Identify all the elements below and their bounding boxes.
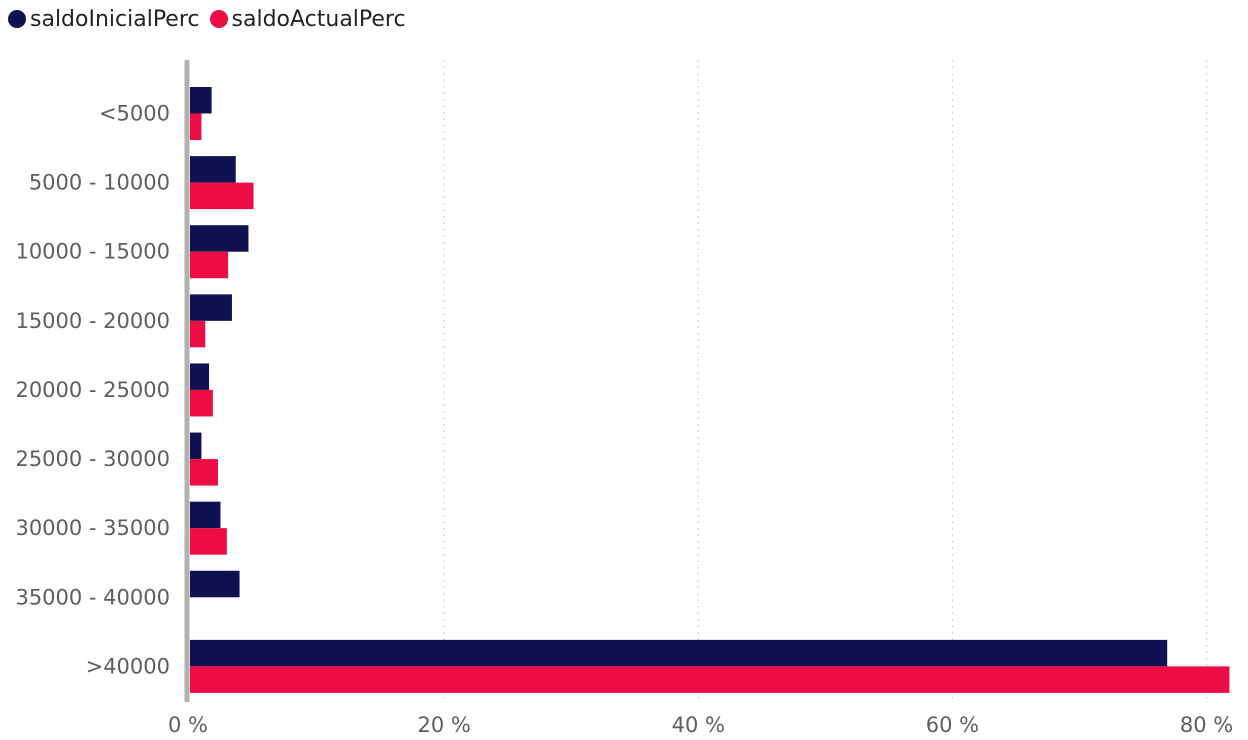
legend-label-saldo-actual: saldoActualPerc [231, 6, 406, 32]
bar-saldo-inicial-6 [190, 501, 221, 529]
legend-dot-saldo-actual-icon [209, 10, 228, 28]
bar-saldo-inicial-5 [190, 432, 202, 460]
legend-item-saldo-inicial[interactable]: saldoInicialPerc [8, 7, 200, 32]
bar-saldo-inicial-2 [190, 225, 249, 252]
category-label-1: 5000 - 10000 [29, 171, 170, 195]
legend-item-saldo-actual[interactable]: saldoActualPerc [209, 6, 406, 32]
category-label-0: <5000 [99, 102, 170, 126]
bar-saldo-inicial-0 [190, 87, 212, 114]
bar-saldo-actual-4 [190, 389, 213, 417]
category-label-5: 25000 - 30000 [15, 447, 170, 471]
bar-saldo-inicial-1 [190, 156, 236, 183]
bar-saldo-actual-8 [190, 666, 1230, 693]
bar-saldo-inicial-3 [190, 294, 232, 321]
category-label-4: 20000 - 25000 [15, 378, 170, 402]
bar-saldo-actual-6 [190, 528, 227, 555]
category-label-2: 10000 - 15000 [15, 240, 170, 264]
bar-saldo-inicial-4 [190, 363, 210, 390]
bar-saldo-actual-2 [190, 251, 229, 279]
x-tick-label-0: 0 % [168, 713, 208, 737]
category-label-7: 35000 - 40000 [15, 585, 170, 609]
bar-saldo-actual-1 [190, 182, 254, 210]
bar-saldo-actual-3 [190, 320, 206, 348]
bar-saldo-actual-5 [190, 459, 218, 486]
x-tick-label-40: 40 % [672, 713, 725, 737]
bar-saldo-inicial-8 [190, 639, 1168, 667]
x-tick-label-20: 20 % [417, 713, 470, 737]
x-tick-label-60: 60 % [926, 713, 979, 737]
bar-saldo-actual-0 [190, 113, 202, 140]
legend-label-saldo-inicial: saldoInicialPerc [30, 6, 200, 32]
category-label-6: 30000 - 35000 [15, 516, 170, 540]
x-tick-label-80: 80 % [1180, 713, 1233, 737]
category-label-8: >40000 [86, 654, 170, 678]
chart-legend: saldoInicialPerc saldoActualPerc [8, 4, 406, 34]
bar-saldo-inicial-7 [190, 570, 240, 598]
category-label-3: 15000 - 20000 [15, 309, 170, 333]
legend-dot-saldo-inicial-icon [8, 10, 26, 28]
